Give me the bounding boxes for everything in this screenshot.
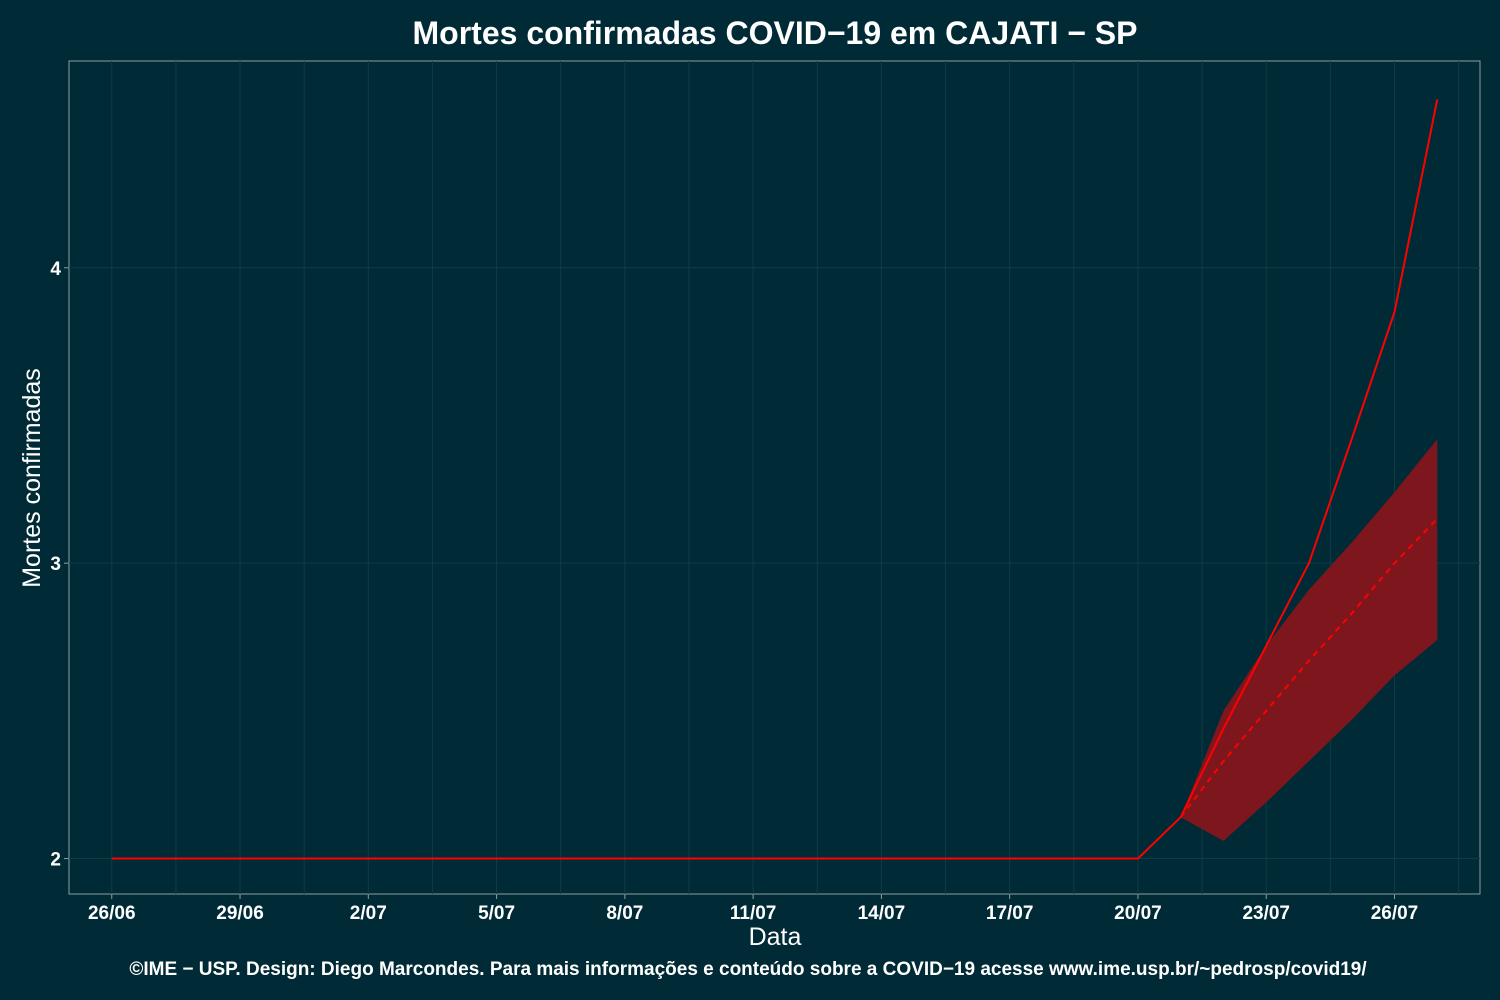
y-tick-label: 4	[50, 259, 61, 280]
x-tick-label: 17/07	[986, 903, 1034, 924]
footer-credit: ©IME − USP. Design: Diego Marcondes. Par…	[129, 959, 1367, 980]
confidence-band	[1180, 439, 1438, 841]
x-axis-label: Data	[749, 923, 802, 951]
x-tick-label: 11/07	[730, 903, 777, 924]
x-tick-label: 14/07	[858, 903, 906, 924]
y-axis-label: Mortes confirmadas	[18, 368, 46, 588]
x-tick-label: 2/07	[350, 903, 387, 924]
x-tick-label: 5/07	[478, 903, 515, 924]
y-tick-label: 2	[50, 850, 61, 871]
x-tick-label: 23/07	[1242, 903, 1290, 924]
series-line-estimate	[1179, 518, 1438, 818]
confidence-band-layer	[1180, 439, 1438, 841]
y-tick-label: 3	[50, 554, 61, 575]
y-axis-ticks: 2 3 4	[50, 259, 69, 871]
x-axis-ticks: 26/06 29/06 2/07 5/07 8/07 11/07 14/07 17/07 20/…	[88, 894, 1418, 924]
x-tick-label: 26/06	[88, 903, 136, 924]
x-tick-label: 8/07	[606, 903, 643, 924]
chart-title: Mortes confirmadas COVID−19 em CAJATI − …	[413, 15, 1138, 51]
x-tick-label: 29/06	[216, 903, 264, 924]
grid	[69, 61, 1480, 894]
series-layer	[111, 99, 1439, 860]
x-tick-label: 26/07	[1371, 903, 1419, 924]
x-tick-label: 20/07	[1114, 903, 1162, 924]
series-line-confirmed	[111, 99, 1439, 860]
